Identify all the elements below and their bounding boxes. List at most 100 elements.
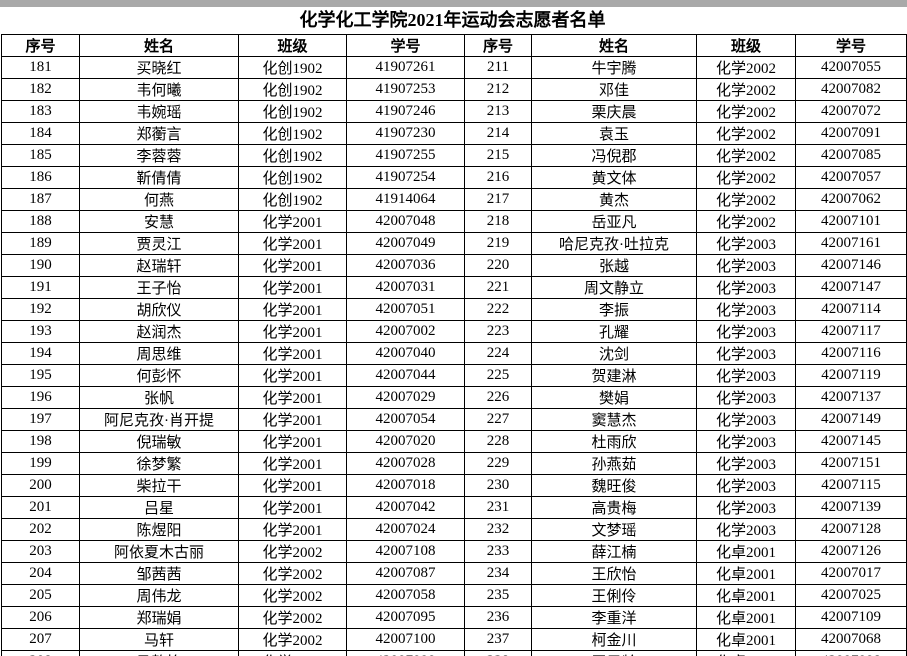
serial-cell: 201 [1,496,80,519]
serial-cell: 222 [464,298,532,321]
serial-cell: 213 [464,100,532,123]
name-cell: 马静怡 [79,650,239,656]
name-cell: 孔耀 [531,320,697,343]
class-cell: 化卓2001 [696,650,796,656]
page-title: 化学化工学院2021年运动会志愿者名单 [299,10,606,30]
serial-cell: 191 [1,276,80,299]
name-cell: 徐梦繁 [79,452,239,475]
class-cell: 化学2002 [696,100,796,123]
table-row: 181 买晓红 化创1902 41907261 211 牛宇腾 化学2002 42007055 [1,56,907,79]
name-cell: 牛宇腾 [531,56,697,79]
serial-cell: 186 [1,166,80,189]
name-cell: 安慧 [79,210,239,233]
class-cell: 化学2001 [238,496,347,519]
student-id-cell: 41914064 [346,188,465,211]
table-row: 189 贾灵江 化学2001 42007049 219 哈尼克孜·吐拉克 化学2003 420… [1,232,907,255]
class-cell: 化学2001 [238,210,347,233]
serial-cell: 183 [1,100,80,123]
table-row: 193 赵润杰 化学2001 42007002 223 孔耀 化学2003 42007117 [1,320,907,343]
serial-cell: 184 [1,122,80,145]
student-id-cell: 42007101 [795,210,907,233]
name-cell: 窦慧杰 [531,408,697,431]
class-cell: 化学2002 [238,562,347,585]
serial-cell: 197 [1,408,80,431]
student-id-cell: 41907253 [346,78,465,101]
serial-cell: 192 [1,298,80,321]
class-cell: 化卓2001 [696,628,796,651]
class-cell: 化卓2001 [696,584,796,607]
table-row: 192 胡欣仪 化学2001 42007051 222 李振 化学2003 42007114 [1,298,907,321]
table-row: 185 李蓉蓉 化创1902 41907255 215 冯倪郡 化学2002 42007085 [1,144,907,167]
serial-cell: 216 [464,166,532,189]
serial-cell: 228 [464,430,532,453]
name-cell: 薛江楠 [531,540,697,563]
serial-cell: 221 [464,276,532,299]
serial-cell: 204 [1,562,80,585]
class-cell: 化学2001 [238,298,347,321]
name-cell: 魏旺俊 [531,474,697,497]
name-cell: 杜雨欣 [531,430,697,453]
table-row: 203 阿依夏木古丽 化学2002 42007108 233 薛江楠 化卓2001 42007… [1,540,907,563]
table-row: 198 倪瑞敏 化学2001 42007020 228 杜雨欣 化学2003 42007145 [1,430,907,453]
class-cell: 化学2003 [696,364,796,387]
name-cell: 李重洋 [531,606,697,629]
student-id-cell: 42007051 [346,298,465,321]
name-cell: 王子怡 [79,276,239,299]
name-cell: 贾灵江 [79,232,239,255]
class-cell: 化学2003 [696,474,796,497]
student-id-cell: 42007018 [346,474,465,497]
serial-cell: 195 [1,364,80,387]
serial-cell: 206 [1,606,80,629]
serial-cell: 203 [1,540,80,563]
name-cell: 李蓉蓉 [79,144,239,167]
serial-cell: 235 [464,584,532,607]
name-cell: 贺建淋 [531,364,697,387]
serial-cell: 208 [1,650,80,656]
header-name-left: 姓名 [79,34,239,57]
name-cell: 买晓红 [79,56,239,79]
serial-cell: 223 [464,320,532,343]
student-id-cell: 42007036 [346,254,465,277]
student-id-cell: 42007100 [346,628,465,651]
student-id-cell: 42007042 [346,496,465,519]
class-cell: 化学2001 [238,342,347,365]
name-cell: 王元龄 [531,650,697,656]
class-cell: 化卓2001 [696,606,796,629]
student-id-cell: 41907254 [346,166,465,189]
student-id-cell: 42007020 [346,430,465,453]
name-cell: 岳亚凡 [531,210,697,233]
name-cell: 倪瑞敏 [79,430,239,453]
class-cell: 化创1902 [238,166,347,189]
student-id-cell: 42007149 [795,408,907,431]
serial-cell: 194 [1,342,80,365]
class-cell: 化学2001 [238,232,347,255]
class-cell: 化学2002 [238,606,347,629]
student-id-cell: 42007062 [795,188,907,211]
student-id-cell: 42007099 [346,650,465,656]
class-cell: 化学2003 [696,408,796,431]
class-cell: 化学2002 [238,628,347,651]
class-cell: 化学2003 [696,298,796,321]
student-id-cell: 42007087 [346,562,465,585]
class-cell: 化创1902 [238,56,347,79]
student-id-cell: 42007116 [795,342,907,365]
table-row: 206 郑瑞娟 化学2002 42007095 236 李重洋 化卓2001 42007109 [1,606,907,629]
student-id-cell: 42007128 [795,518,907,541]
class-cell: 化学2001 [238,276,347,299]
table-row: 182 韦何曦 化创1902 41907253 212 邓佳 化学2002 42007082 [1,78,907,101]
name-cell: 郑瑞娟 [79,606,239,629]
serial-cell: 230 [464,474,532,497]
name-cell: 陈煜阳 [79,518,239,541]
serial-cell: 205 [1,584,80,607]
table-row: 184 郑蘅言 化创1902 41907230 214 袁玉 化学2002 42007091 [1,122,907,145]
name-cell: 赵瑞轩 [79,254,239,277]
name-cell: 冯倪郡 [531,144,697,167]
class-cell: 化学2001 [238,254,347,277]
name-cell: 王俐伶 [531,584,697,607]
class-cell: 化学2002 [696,210,796,233]
table-row: 207 马轩 化学2002 42007100 237 柯金川 化卓2001 42007068 [1,628,907,651]
student-id-cell: 42007145 [795,430,907,453]
header-class-right: 班级 [696,34,796,57]
serial-cell: 214 [464,122,532,145]
student-id-cell: 42007117 [795,320,907,343]
